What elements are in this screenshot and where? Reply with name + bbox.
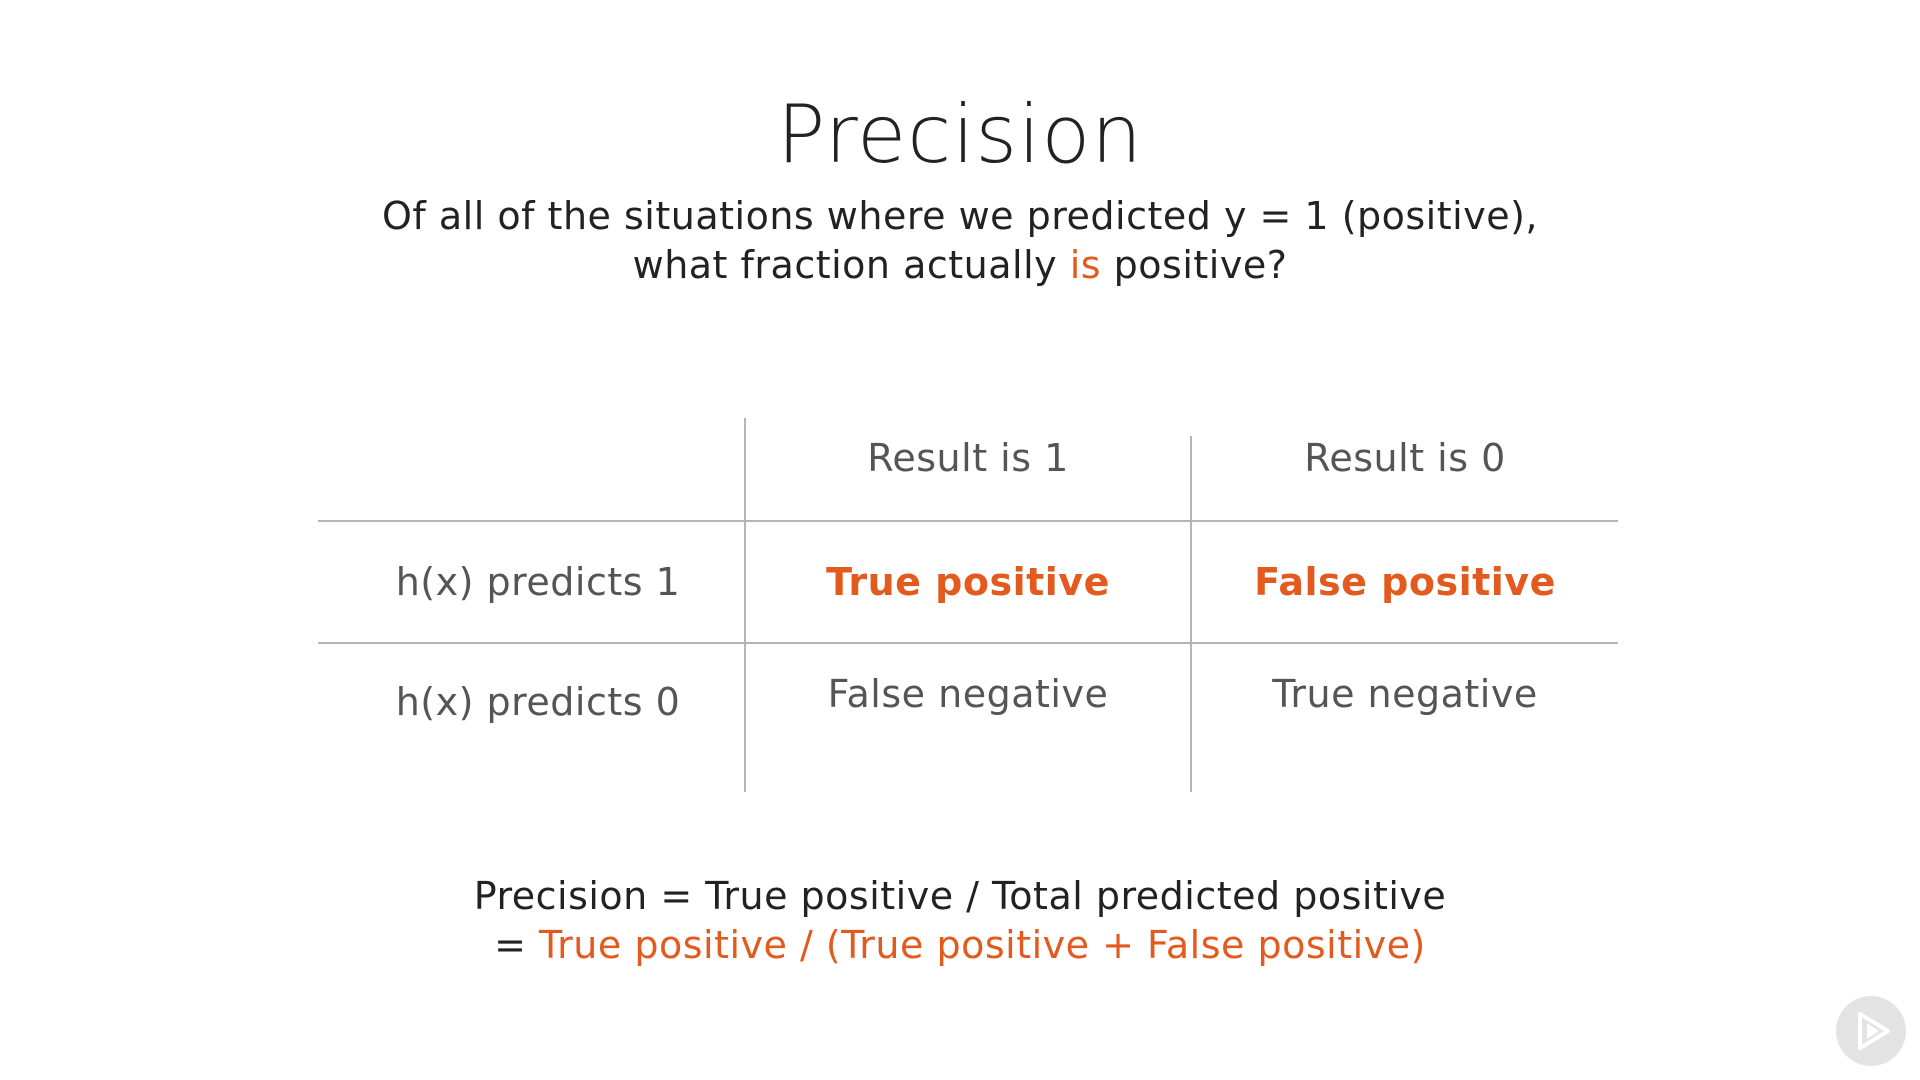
col-header-result-0: Result is 0 (1304, 436, 1506, 480)
confusion-matrix: Result is 1 Result is 0 h(x) predicts 1 … (318, 418, 1618, 792)
slide-title: Precision (777, 88, 1143, 181)
subtitle-line-2-end: positive? (1101, 243, 1288, 287)
slide-subtitle: Of all of the situations where we predic… (0, 192, 1920, 290)
play-logo-icon (1836, 996, 1906, 1066)
matrix-divider-col-1 (744, 418, 746, 792)
subtitle-line-1: Of all of the situations where we predic… (382, 194, 1538, 238)
precision-formula: Precision = True positive / Total predic… (0, 872, 1920, 970)
matrix-divider-row (318, 642, 1618, 644)
cell-false-negative: False negative (827, 672, 1109, 716)
cell-true-positive: True positive (826, 560, 1110, 604)
formula-line-2-expression: True positive / (True positive + False p… (539, 923, 1426, 967)
subtitle-emphasis: is (1069, 243, 1102, 287)
formula-line-2: = True positive / (True positive + False… (0, 921, 1920, 970)
row-label-predicts-0: h(x) predicts 0 (395, 680, 681, 724)
play-logo-glyph (1858, 1012, 1890, 1050)
matrix-divider-col-2 (1190, 436, 1192, 792)
matrix-divider-header (318, 520, 1618, 522)
col-header-result-1: Result is 1 (867, 436, 1069, 480)
cell-true-negative: True negative (1272, 672, 1538, 716)
subtitle-line-2-start: what fraction actually (632, 243, 1070, 287)
formula-line-2-prefix: = (494, 923, 540, 967)
cell-false-positive: False positive (1254, 560, 1556, 604)
formula-line-1: Precision = True positive / Total predic… (473, 874, 1447, 918)
row-label-predicts-1: h(x) predicts 1 (395, 560, 681, 604)
subtitle-line-2: what fraction actually is positive? (0, 241, 1920, 290)
